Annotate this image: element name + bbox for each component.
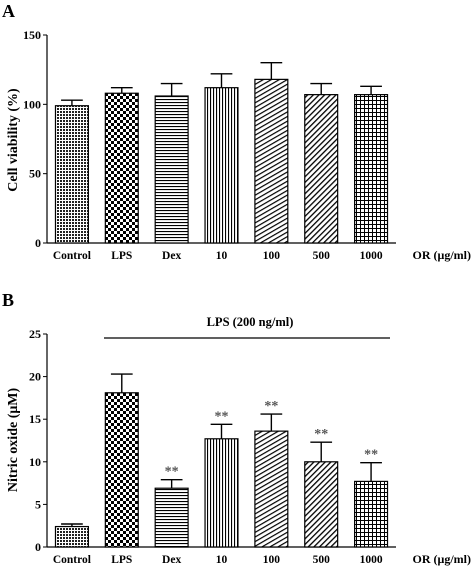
x-tick-label: 1000: [360, 554, 383, 566]
panel-b: B Nitric oxide (μM) OR (μg/ml) LPS (200 …: [2, 290, 471, 566]
y-tick-label: 10: [29, 455, 41, 469]
x-axis-label: OR (μg/ml): [413, 248, 471, 262]
x-tick-label: 500: [313, 250, 331, 262]
bar: [54, 105, 89, 244]
panel-a: A Cell viability (%) OR (μg/ml) 0 50 100 15…: [2, 1, 471, 262]
bar: [154, 95, 189, 244]
y-tick-label: 20: [29, 370, 41, 384]
y-tick-label: 5: [35, 497, 41, 511]
panel-label: B: [2, 290, 14, 310]
panel-label: A: [2, 1, 15, 21]
bar: [354, 480, 389, 548]
bar: [254, 78, 289, 244]
bar: [104, 392, 139, 548]
x-tick-label: LPS: [111, 250, 132, 262]
y-tick-label: 150: [23, 28, 41, 42]
bar: [254, 430, 289, 548]
significance-label: **: [264, 399, 278, 414]
bar: [304, 94, 339, 244]
bar: [54, 525, 89, 548]
x-tick-label: 10: [216, 554, 228, 566]
bar: [154, 487, 189, 548]
significance-label: **: [314, 427, 328, 442]
x-tick-label: 500: [313, 554, 331, 566]
y-tick-label: 100: [23, 97, 41, 111]
x-tick-label: 100: [263, 554, 281, 566]
bar: [354, 94, 389, 244]
y-axis-label: Nitric oxide (μM): [6, 387, 21, 492]
x-tick-label: Dex: [162, 554, 181, 566]
x-tick-label: Control: [53, 554, 91, 566]
y-axis-label: Cell viability (%): [6, 88, 21, 192]
lps-bracket-label: LPS (200 ng/ml): [207, 315, 294, 329]
y-tick-label: 0: [35, 540, 41, 554]
significance-label: **: [215, 409, 229, 424]
x-tick-label: Dex: [162, 250, 181, 262]
plot-area: 0 50 100 150 Control LPS Dex 10 100 500 1000: [23, 28, 396, 262]
y-tick-label: 25: [29, 327, 41, 341]
y-tick-label: 50: [29, 167, 41, 181]
bar: [104, 92, 139, 244]
x-tick-label: 100: [263, 250, 281, 262]
significance-label: **: [364, 448, 378, 463]
x-tick-label: LPS: [111, 554, 132, 566]
y-tick-label: 15: [29, 412, 41, 426]
significance-label: **: [165, 465, 179, 480]
x-axis-label: OR (μg/ml): [413, 552, 471, 566]
plot-area: 0 5 10 15 20 25 Control LPS Dex ** 10 ** 100 ** 500 ** 1…: [29, 327, 396, 566]
x-tick-label: Control: [53, 250, 91, 262]
y-tick-label: 0: [35, 236, 41, 250]
bar: [304, 461, 339, 548]
x-tick-label: 1000: [360, 250, 383, 262]
bar: [204, 87, 239, 244]
x-tick-label: 10: [216, 250, 228, 262]
bar: [204, 438, 239, 548]
